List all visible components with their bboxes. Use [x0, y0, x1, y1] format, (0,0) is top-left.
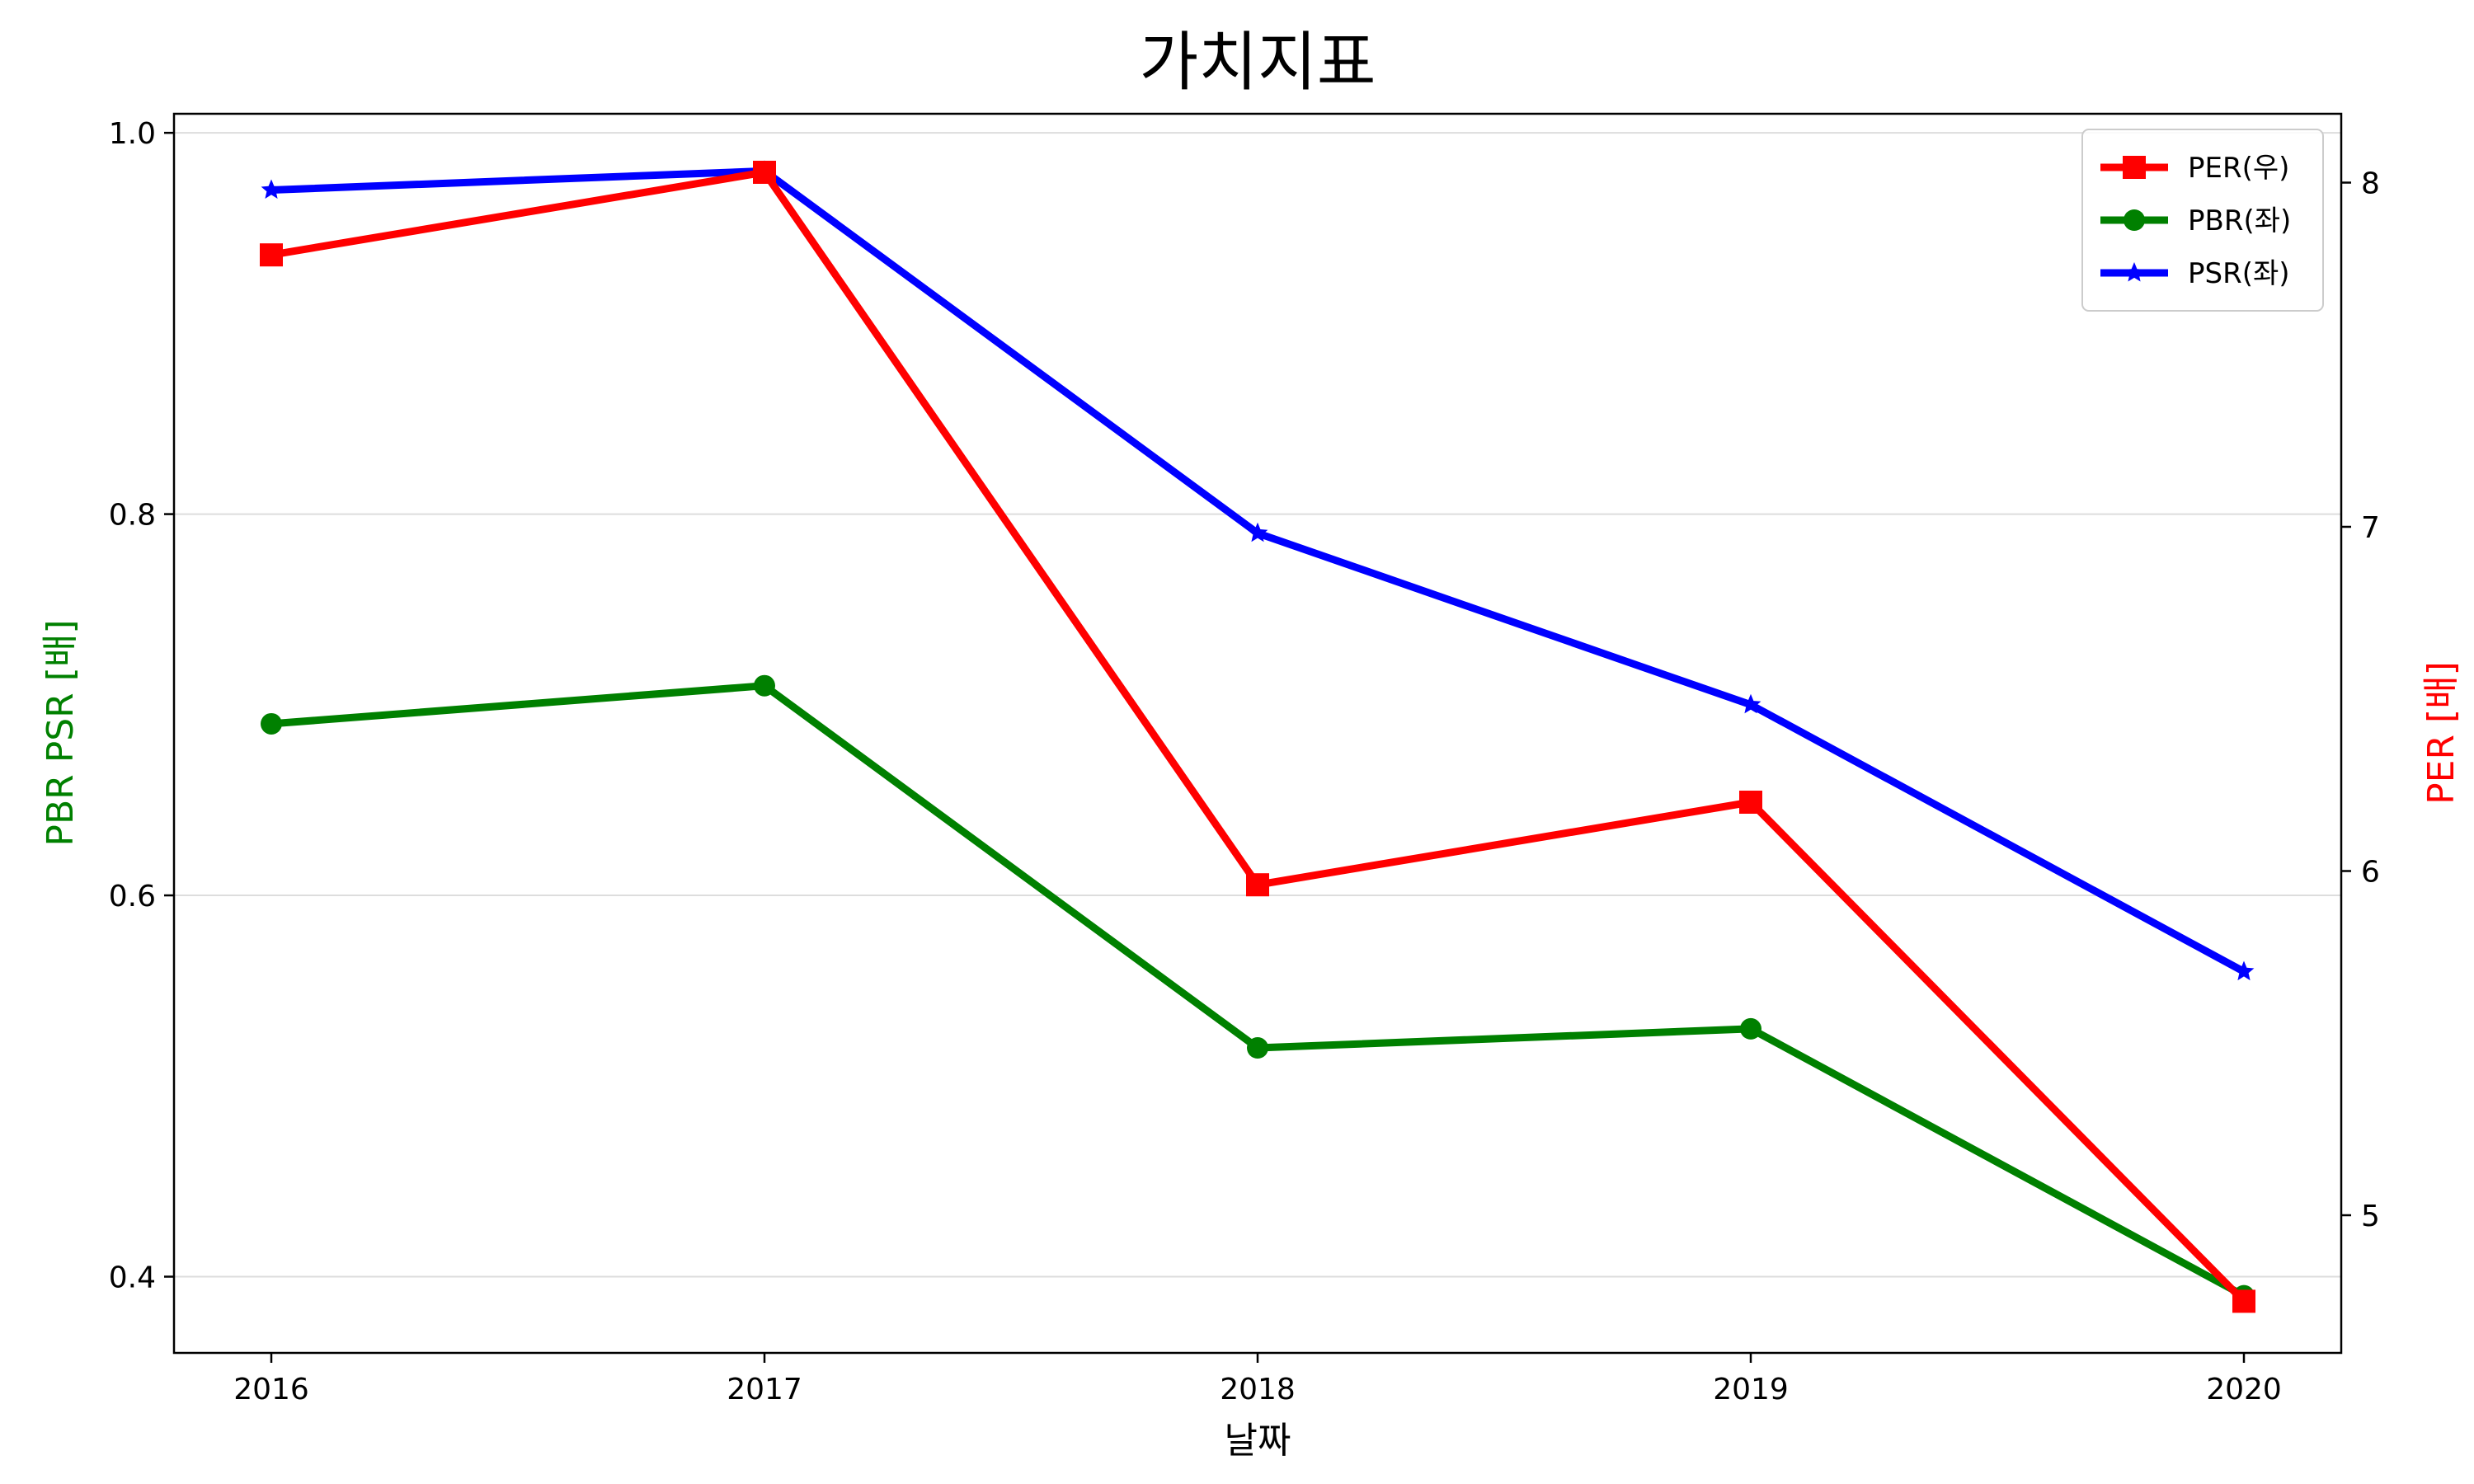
data-point — [2233, 960, 2255, 981]
plot-frame — [172, 112, 2343, 1355]
data-point — [1247, 1037, 1268, 1059]
legend-label: PSR(좌) — [2188, 257, 2290, 290]
x-tick-label: 2018 — [1220, 1373, 1296, 1407]
series-line — [270, 167, 2246, 975]
x-tick-label: 2020 — [2206, 1373, 2282, 1407]
legend: PER(우) PBR(좌) PSR(좌) — [2081, 129, 2324, 312]
data-point — [753, 160, 776, 184]
y-left-tick-label: 0.6 — [109, 880, 156, 913]
data-point — [261, 179, 282, 199]
data-point — [1246, 873, 1269, 897]
legend-marker — [2123, 156, 2146, 179]
legend-entry: PSR(좌) — [2100, 257, 2290, 290]
x-axis-label: 날짜 — [1225, 1420, 1291, 1462]
series-line — [270, 682, 2246, 1299]
data-point — [1247, 522, 1268, 542]
legend-label: PBR(좌) — [2188, 204, 2291, 237]
x-tick-label: 2017 — [727, 1373, 802, 1407]
data-point — [1740, 693, 1761, 714]
y-axis-right-label: PER [배] — [2420, 661, 2462, 805]
chart-title: 가치지표 — [1139, 26, 1376, 100]
y-axis-left-label: PBR PSR [배] — [40, 619, 82, 846]
y-right-tick-label: 8 — [2361, 167, 2380, 201]
grid — [174, 132, 2341, 1278]
legend-label: PER(우) — [2188, 152, 2289, 185]
y-right-tick-label: 5 — [2361, 1200, 2380, 1233]
data-point — [754, 674, 775, 697]
y-axis-right: 5 6 7 8 — [2341, 167, 2380, 1233]
data-point — [1739, 791, 1762, 814]
data-point — [2232, 1289, 2255, 1313]
y-left-tick-label: 0.8 — [109, 499, 156, 533]
data-point — [261, 712, 282, 735]
data-point — [260, 243, 283, 267]
y-left-tick-label: 0.4 — [109, 1261, 156, 1295]
data-point — [1740, 1017, 1761, 1040]
y-axis-left: 0.4 0.6 0.8 1.0 — [109, 117, 174, 1295]
y-right-tick-label: 6 — [2361, 856, 2380, 890]
legend-entry: PBR(좌) — [2100, 204, 2291, 237]
series-layer — [260, 160, 2255, 1313]
series-PER(우) — [260, 160, 2255, 1313]
legend-marker — [2124, 209, 2145, 231]
x-tick-label: 2019 — [1713, 1373, 1789, 1407]
series-PBR(좌) — [261, 674, 2255, 1307]
y-right-tick-label: 7 — [2361, 511, 2380, 545]
legend-entry: PER(우) — [2100, 152, 2289, 185]
x-tick-label: 2016 — [233, 1373, 309, 1407]
series-PSR(좌) — [261, 160, 2255, 981]
x-axis: 2016 2017 2018 2019 2020 — [233, 1353, 2282, 1407]
y-left-tick-label: 1.0 — [109, 117, 156, 151]
legend-marker — [2124, 262, 2145, 282]
